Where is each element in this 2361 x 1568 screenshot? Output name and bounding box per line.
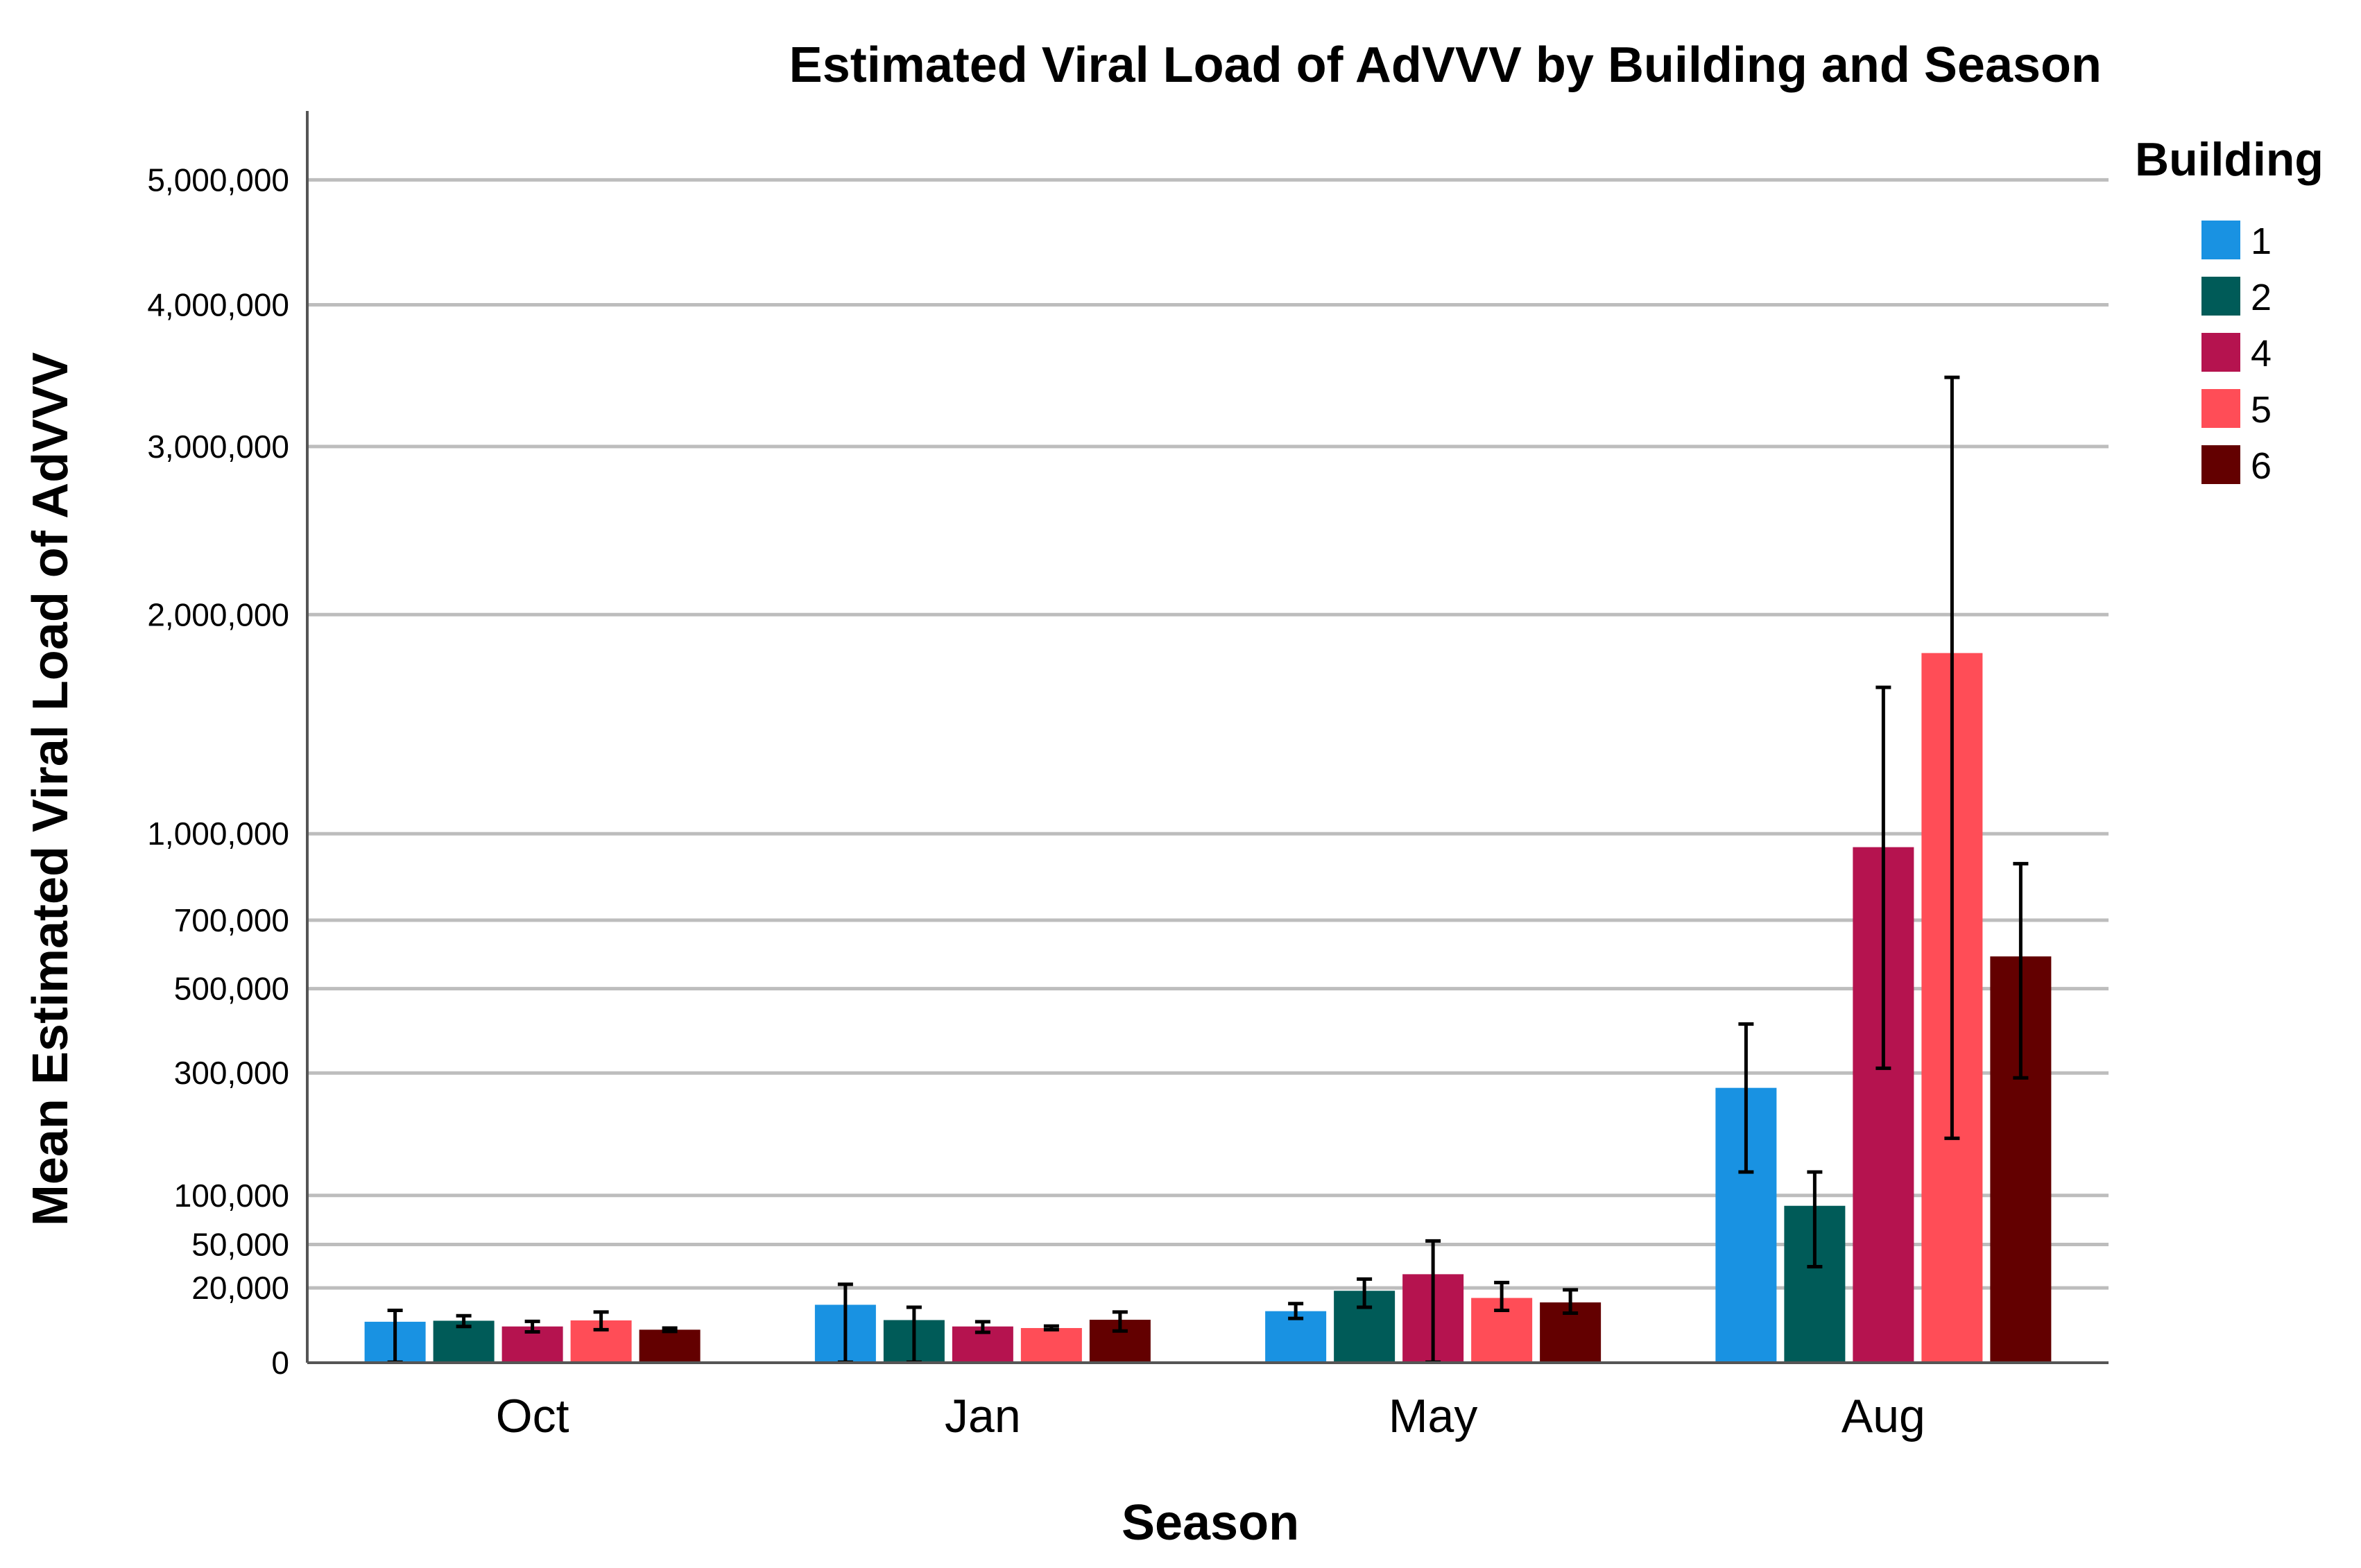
error-bar-may-building-5 xyxy=(1494,1280,1510,1312)
error-bar-may-building-2 xyxy=(1357,1277,1373,1309)
error-bar-jan-building-6 xyxy=(1112,1310,1128,1333)
x-axis-ticks: Oct Jan May Aug xyxy=(496,1390,1925,1442)
y-axis-ticks: 0 20,000 50,000 100,000 300,000 500,000 700,00… xyxy=(147,162,289,1381)
legend-label-building-1: 1 xyxy=(2251,221,2272,262)
legend: Building 1 2 4 5 6 xyxy=(2135,133,2324,487)
y-tick-label: 3,000,000 xyxy=(147,429,289,465)
y-tick-label: 2,000,000 xyxy=(147,596,289,632)
x-tick-label: Oct xyxy=(496,1390,569,1442)
chart-title: Estimated Viral Load of AdVVV by Buildin… xyxy=(789,37,2102,93)
y-tick-label: 50,000 xyxy=(191,1226,289,1262)
legend-swatch-building-1 xyxy=(2201,221,2240,259)
error-bar-oct-building-5 xyxy=(593,1310,609,1332)
error-bar-oct-building-2 xyxy=(456,1313,472,1329)
y-tick-label: 1,000,000 xyxy=(147,816,289,852)
legend-label-building-6: 6 xyxy=(2251,445,2272,487)
legend-swatch-building-5 xyxy=(2201,389,2240,428)
error-bar-aug-building-6 xyxy=(2013,861,2029,1080)
error-bar-oct-building-4 xyxy=(524,1319,540,1334)
x-tick-label: May xyxy=(1389,1390,1477,1442)
y-axis-label: Mean Estimated Viral Load of AdVVV xyxy=(23,352,78,1226)
y-tick-label: 700,000 xyxy=(174,902,289,938)
y-tick-label: 100,000 xyxy=(174,1178,289,1214)
y-tick-label: 5,000,000 xyxy=(147,162,289,198)
error-bar-jan-building-4 xyxy=(975,1320,990,1334)
error-bar-aug-building-5 xyxy=(1944,375,1960,1140)
legend-label-building-2: 2 xyxy=(2251,277,2272,318)
y-tick-label: 4,000,000 xyxy=(147,286,289,322)
legend-title: Building xyxy=(2135,133,2324,186)
y-tick-label: 20,000 xyxy=(191,1270,289,1306)
axes xyxy=(306,111,2109,1364)
bar-jan-building-5 xyxy=(1020,1327,1082,1363)
y-tick-label: 0 xyxy=(271,1345,289,1381)
x-tick-label: Aug xyxy=(1841,1390,1925,1442)
error-bar-oct-building-6 xyxy=(662,1326,678,1334)
x-axis-label: Season xyxy=(1122,1495,1299,1551)
y-tick-label: 500,000 xyxy=(174,971,289,1007)
error-bars xyxy=(387,375,2029,1364)
legend-label-building-4: 4 xyxy=(2251,333,2272,374)
error-bar-may-building-6 xyxy=(1563,1288,1579,1315)
error-bar-aug-building-1 xyxy=(1738,1022,1754,1174)
legend-swatch-building-2 xyxy=(2201,277,2240,316)
error-bar-jan-building-5 xyxy=(1043,1324,1059,1332)
x-tick-label: Jan xyxy=(945,1390,1021,1442)
legend-label-building-5: 5 xyxy=(2251,389,2272,431)
legend-swatch-building-4 xyxy=(2201,333,2240,372)
error-bar-aug-building-2 xyxy=(1807,1170,1823,1268)
error-bar-may-building-1 xyxy=(1288,1302,1304,1320)
bar-oct-building-6 xyxy=(639,1329,701,1363)
bars xyxy=(364,653,2052,1363)
y-tick-label: 300,000 xyxy=(174,1055,289,1091)
error-bar-aug-building-4 xyxy=(1875,685,1891,1070)
grid-lines xyxy=(307,178,2109,1290)
legend-swatch-building-6 xyxy=(2201,445,2240,484)
